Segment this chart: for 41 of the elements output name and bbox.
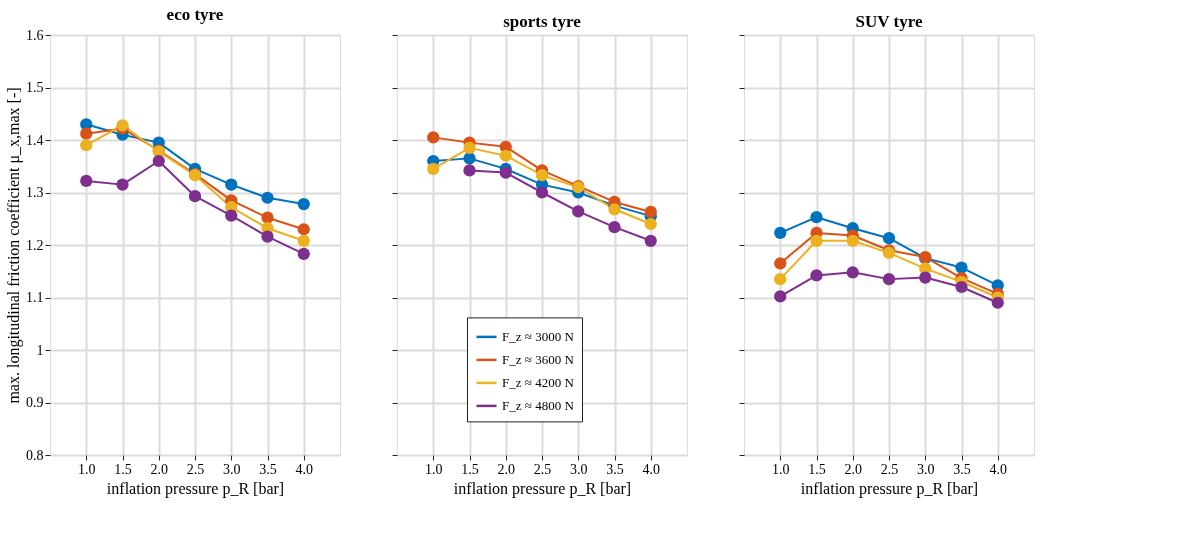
y-tick-label: 0.9 bbox=[26, 395, 44, 410]
x-tick-label: 3.0 bbox=[223, 461, 241, 477]
x-tick-label: 4.0 bbox=[989, 461, 1007, 477]
x-axis-title: inflation pressure p_R [bar] bbox=[453, 479, 632, 498]
legend-label: F_z ≈ 3600 N bbox=[502, 351, 575, 367]
y-tick-label: 1 bbox=[36, 342, 44, 358]
x-tick-label: 3.0 bbox=[570, 461, 588, 477]
x-tick-label: 1.0 bbox=[772, 461, 790, 477]
y-tick-label: 1.6 bbox=[26, 27, 44, 43]
x-tick-label: 3.5 bbox=[606, 461, 624, 477]
x-tick-label: 1.5 bbox=[114, 461, 132, 477]
chart-title: eco tyre bbox=[166, 5, 224, 24]
y-axis-title: max. longitudinal friction coefficient μ_x,max [-] bbox=[5, 87, 23, 404]
x-tick-label: 2.0 bbox=[150, 461, 168, 477]
x-tick-label: 1.5 bbox=[461, 461, 479, 477]
x-axis-title: inflation pressure p_R [bar] bbox=[800, 479, 979, 498]
y-tick-label: 0.8 bbox=[26, 447, 44, 463]
x-tick-label: 2.0 bbox=[844, 461, 862, 477]
y-tick-label: 1.4 bbox=[26, 132, 44, 148]
x-tick-label: 1.5 bbox=[808, 461, 826, 477]
legend-label: F_z ≈ 4200 N bbox=[502, 374, 575, 390]
x-tick-label: 2.5 bbox=[533, 461, 552, 477]
y-tick-label: 1.5 bbox=[26, 80, 44, 95]
chart-title: SUV tyre bbox=[855, 11, 923, 31]
x-tick-label: 2.0 bbox=[497, 461, 515, 477]
y-tick-label: 1.3 bbox=[26, 185, 44, 200]
x-tick-label: 3.5 bbox=[953, 461, 971, 477]
x-tick-label: 3.5 bbox=[259, 461, 277, 477]
y-tick-label: 1.1 bbox=[26, 290, 44, 305]
x-tick-label: 4.0 bbox=[642, 461, 660, 477]
x-axis-title: inflation pressure p_R [bar] bbox=[106, 479, 285, 498]
x-tick-label: 1.0 bbox=[78, 461, 96, 477]
x-tick-label: 2.5 bbox=[186, 461, 205, 477]
x-tick-label: 4.0 bbox=[295, 461, 313, 477]
chart-title: sports tyre bbox=[503, 11, 582, 31]
y-tick-label: 1.2 bbox=[26, 237, 44, 253]
x-tick-label: 3.0 bbox=[917, 461, 935, 477]
legend-label: F_z ≈ 3000 N bbox=[502, 328, 575, 344]
x-tick-label: 2.5 bbox=[880, 461, 899, 477]
x-tick-label: 1.0 bbox=[425, 461, 443, 477]
legend-label: F_z ≈ 4800 N bbox=[502, 397, 575, 413]
